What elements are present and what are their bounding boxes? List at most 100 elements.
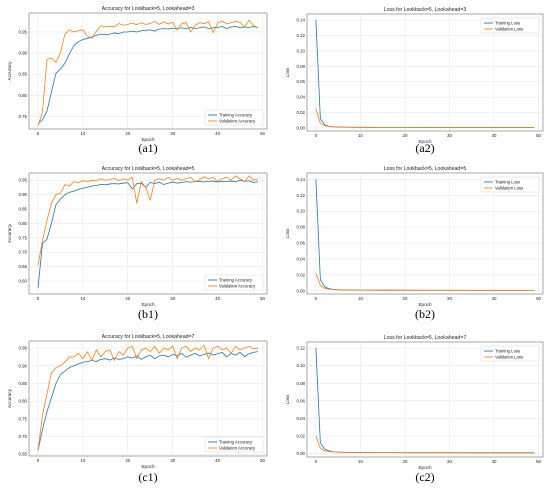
y-axis-label: Accuracy	[7, 223, 12, 243]
y-tick-label: 0.08	[296, 381, 305, 386]
x-tick-label: 50	[536, 133, 541, 138]
panel-sublabel: (c2)	[415, 470, 434, 484]
series-line-validation-loss	[315, 273, 535, 291]
chart-title: Loss for Lookback=5, Lookahead=7	[384, 335, 467, 341]
x-tick-label: 40	[492, 296, 497, 301]
x-tick-label: 10	[80, 296, 85, 301]
legend-box	[480, 345, 540, 362]
y-tick-label: 0.10	[296, 48, 305, 53]
series-line-validation-accuracy	[37, 19, 259, 127]
series-line-validation-loss	[315, 108, 535, 128]
chart-title: Loss for Lookback=5, Lookahead=3	[384, 7, 467, 13]
y-tick-label: 0.70	[18, 434, 27, 439]
y-tick-label: 0.70	[18, 250, 27, 255]
legend-entry: Validation Accuracy	[219, 119, 256, 124]
y-axis-label: Loss	[285, 228, 290, 238]
x-tick-label: 40	[215, 131, 220, 136]
x-tick-label: 0	[37, 458, 40, 463]
y-tick-label: 0.06	[296, 398, 305, 403]
y-tick-label: 0.80	[18, 221, 27, 226]
y-tick-label: 0.75	[18, 235, 27, 240]
x-tick-label: 40	[492, 133, 497, 138]
x-tick-label: 50	[536, 459, 541, 464]
legend-entry: Training Loss	[495, 349, 520, 354]
x-tick-label: 30	[170, 131, 175, 136]
x-tick-label: 20	[403, 296, 408, 301]
y-tick-label: 0.02	[296, 433, 305, 438]
chart-title: Accuracy for Lookback=5, Lookahead=3	[102, 6, 195, 12]
legend-box	[480, 17, 540, 34]
y-tick-label: 0.95	[18, 29, 27, 34]
y-axis-label: Accuracy	[7, 61, 12, 81]
legend-entry: Validation Loss	[495, 355, 523, 360]
plot-area	[306, 172, 544, 295]
x-tick-label: 10	[358, 296, 363, 301]
y-tick-label: 0.14	[296, 18, 305, 23]
series-line-training-accuracy	[37, 26, 259, 124]
series-line-training-accuracy	[37, 179, 259, 289]
x-axis-label: Epoch	[141, 464, 154, 469]
legend-entry: Training Accuracy	[219, 113, 253, 118]
x-tick-label: 40	[492, 459, 497, 464]
panel-sublabel: (b2)	[415, 307, 435, 321]
y-tick-label: 0.75	[18, 114, 27, 119]
legend-entry: Validation Accuracy	[219, 446, 256, 451]
y-tick-label: 0.80	[18, 93, 27, 98]
x-tick-label: 50	[260, 458, 265, 463]
y-tick-label: 0.95	[18, 346, 27, 351]
y-tick-label: 0.12	[296, 346, 305, 351]
series-line-validation-accuracy	[37, 344, 259, 451]
y-tick-label: 0.75	[18, 416, 27, 421]
y-tick-label: 0.80	[18, 399, 27, 404]
legend-box	[204, 274, 264, 291]
legend-box	[204, 109, 264, 126]
y-tick-label: 0.12	[296, 193, 305, 198]
y-tick-label: 0.90	[18, 363, 27, 368]
x-tick-label: 20	[403, 459, 408, 464]
y-tick-label: 0.08	[296, 225, 305, 230]
y-tick-label: 0.08	[296, 64, 305, 69]
chart-title: Accuracy for Lookback=5, Lookahead=5	[102, 166, 195, 172]
y-tick-label: 0.02	[296, 110, 305, 115]
y-axis-label: Loss	[285, 394, 290, 404]
legend-entry: Validation Loss	[495, 27, 523, 32]
y-tick-label: 0.95	[18, 178, 27, 183]
panel-sublabel: (a2)	[415, 141, 434, 155]
plot-area	[28, 12, 268, 130]
y-tick-label: 0.14	[296, 177, 305, 182]
y-tick-label: 0.85	[18, 381, 27, 386]
x-tick-label: 50	[260, 131, 265, 136]
x-tick-label: 20	[403, 133, 408, 138]
x-tick-label: 30	[170, 458, 175, 463]
panel-sublabel: (c1)	[138, 470, 157, 484]
legend-entry: Validation Accuracy	[219, 284, 256, 289]
x-tick-label: 0	[37, 296, 40, 301]
panel-a2: Loss for Lookback=5, Lookahead=3 0 10 20 30 4…	[285, 7, 544, 155]
panel-sublabel: (a1)	[138, 141, 157, 155]
plot-area	[306, 13, 544, 132]
panel-sublabel: (b1)	[138, 307, 158, 321]
legend-entry: Training Accuracy	[219, 278, 253, 283]
panel-c1: Accuracy for Lookback=5, Lookahead=7 0 10 2…	[7, 334, 268, 484]
x-tick-label: 40	[215, 296, 220, 301]
x-tick-label: 0	[37, 131, 40, 136]
x-tick-label: 10	[80, 458, 85, 463]
x-axis-label: Epoch	[418, 139, 431, 144]
x-tick-label: 30	[447, 459, 452, 464]
y-tick-label: 0.04	[296, 416, 305, 421]
x-tick-label: 50	[260, 296, 265, 301]
panel-b1: Accuracy for Lookback=5, Lookahead=5 0 10 2…	[7, 166, 268, 321]
y-tick-label: 0.06	[296, 79, 305, 84]
y-tick-label: 0.65	[18, 452, 27, 457]
x-tick-label: 0	[315, 133, 318, 138]
y-tick-label: 0.00	[296, 125, 305, 130]
y-axis-label: Loss	[285, 67, 290, 77]
x-tick-label: 30	[447, 296, 452, 301]
y-tick-label: 0.90	[18, 192, 27, 197]
chart-title: Accuracy for Lookback=5, Lookahead=7	[102, 334, 195, 340]
x-tick-label: 0	[315, 459, 318, 464]
